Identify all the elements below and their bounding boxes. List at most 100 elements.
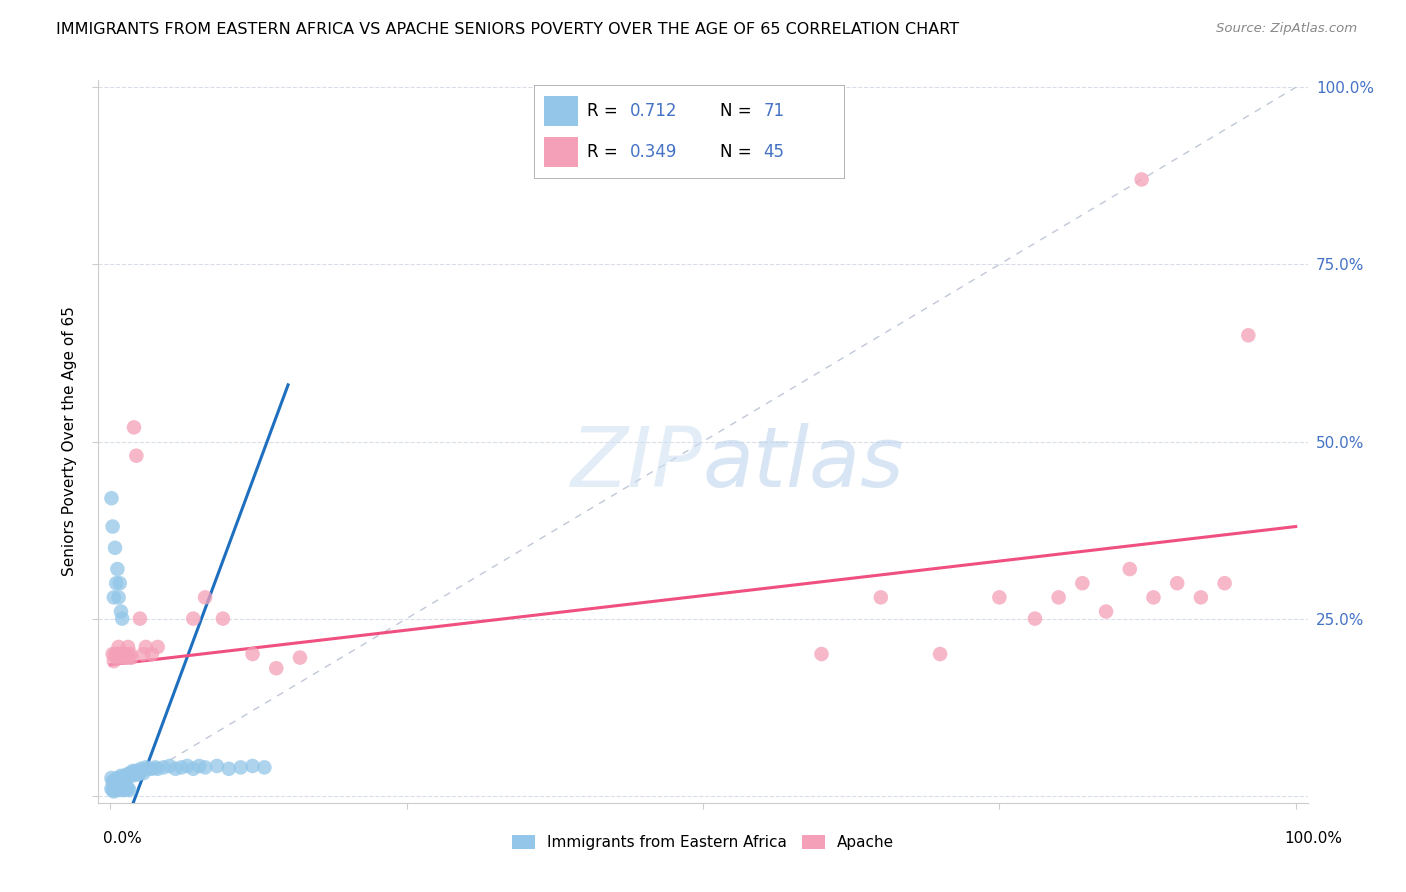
Point <box>122 766 145 780</box>
Point <box>264 661 287 675</box>
Point <box>124 767 146 781</box>
Point <box>141 647 163 661</box>
Point <box>107 591 129 605</box>
Point <box>111 780 134 795</box>
Text: atlas: atlas <box>703 423 904 504</box>
Point <box>1047 591 1070 605</box>
Point <box>132 647 155 661</box>
Point <box>194 591 217 605</box>
Point <box>125 449 148 463</box>
Point <box>101 774 124 789</box>
Point <box>242 647 264 661</box>
Point <box>810 647 832 661</box>
Point <box>101 647 124 661</box>
Point <box>100 771 122 785</box>
Point <box>111 612 134 626</box>
Point <box>194 760 217 774</box>
Text: N =: N = <box>720 144 756 161</box>
Point <box>869 591 891 605</box>
Text: 0.0%: 0.0% <box>103 831 142 846</box>
Point <box>176 759 198 773</box>
Point <box>929 647 952 661</box>
Point <box>121 769 143 783</box>
Point <box>110 605 132 619</box>
Point <box>105 562 128 576</box>
Point <box>101 783 124 797</box>
Point <box>188 759 211 773</box>
Point <box>115 647 138 661</box>
Point <box>105 781 128 796</box>
Point <box>115 767 138 781</box>
Point <box>242 759 264 773</box>
Text: 45: 45 <box>763 144 785 161</box>
Point <box>170 760 193 774</box>
Point <box>105 771 128 785</box>
Point <box>1095 605 1118 619</box>
Point <box>159 759 181 773</box>
Point <box>129 612 152 626</box>
Point <box>129 762 152 776</box>
Point <box>212 612 235 626</box>
Point <box>111 647 134 661</box>
Point <box>1071 576 1094 591</box>
Point <box>253 760 276 774</box>
Point <box>128 764 150 778</box>
Bar <box>544 96 578 126</box>
Point <box>132 766 155 780</box>
Point <box>108 773 131 788</box>
Point <box>110 769 132 783</box>
Point <box>110 783 132 797</box>
Point <box>288 650 311 665</box>
Point <box>127 767 149 781</box>
Point <box>1189 591 1212 605</box>
Point <box>121 764 143 778</box>
Point <box>103 784 125 798</box>
Point <box>120 647 142 661</box>
Point <box>1119 562 1142 576</box>
Text: R =: R = <box>586 144 623 161</box>
Point <box>205 759 228 773</box>
Point <box>118 767 141 781</box>
Point <box>103 776 125 790</box>
Point <box>118 783 141 797</box>
Point <box>229 760 252 774</box>
Point <box>105 576 128 591</box>
Point <box>107 780 129 795</box>
Point <box>105 650 128 665</box>
Point <box>114 647 136 661</box>
Point <box>1024 612 1046 626</box>
Point <box>181 612 204 626</box>
Point <box>146 640 169 654</box>
Point <box>107 640 129 654</box>
Point <box>181 762 204 776</box>
Point <box>104 773 127 788</box>
Point <box>117 781 139 796</box>
Text: 100.0%: 100.0% <box>1285 831 1343 846</box>
Point <box>105 647 128 661</box>
Text: N =: N = <box>720 102 756 120</box>
Bar <box>544 137 578 167</box>
Point <box>1213 576 1236 591</box>
Point <box>1142 591 1164 605</box>
Point <box>143 760 166 774</box>
Text: R =: R = <box>586 102 623 120</box>
Point <box>117 640 139 654</box>
Point <box>105 783 128 797</box>
Point <box>112 773 135 788</box>
Y-axis label: Seniors Poverty Over the Age of 65: Seniors Poverty Over the Age of 65 <box>62 307 77 576</box>
Point <box>103 654 125 668</box>
Point <box>121 650 143 665</box>
Point <box>100 781 122 796</box>
Point <box>122 420 145 434</box>
Point <box>117 769 139 783</box>
Point <box>118 650 141 665</box>
Point <box>108 576 131 591</box>
Text: IMMIGRANTS FROM EASTERN AFRICA VS APACHE SENIORS POVERTY OVER THE AGE OF 65 CORR: IMMIGRANTS FROM EASTERN AFRICA VS APACHE… <box>56 22 959 37</box>
Point <box>136 762 159 776</box>
Point <box>114 783 136 797</box>
Point <box>101 519 124 533</box>
Point <box>105 774 128 789</box>
Point <box>108 647 131 661</box>
Point <box>114 650 136 665</box>
Legend: Immigrants from Eastern Africa, Apache: Immigrants from Eastern Africa, Apache <box>506 830 900 856</box>
